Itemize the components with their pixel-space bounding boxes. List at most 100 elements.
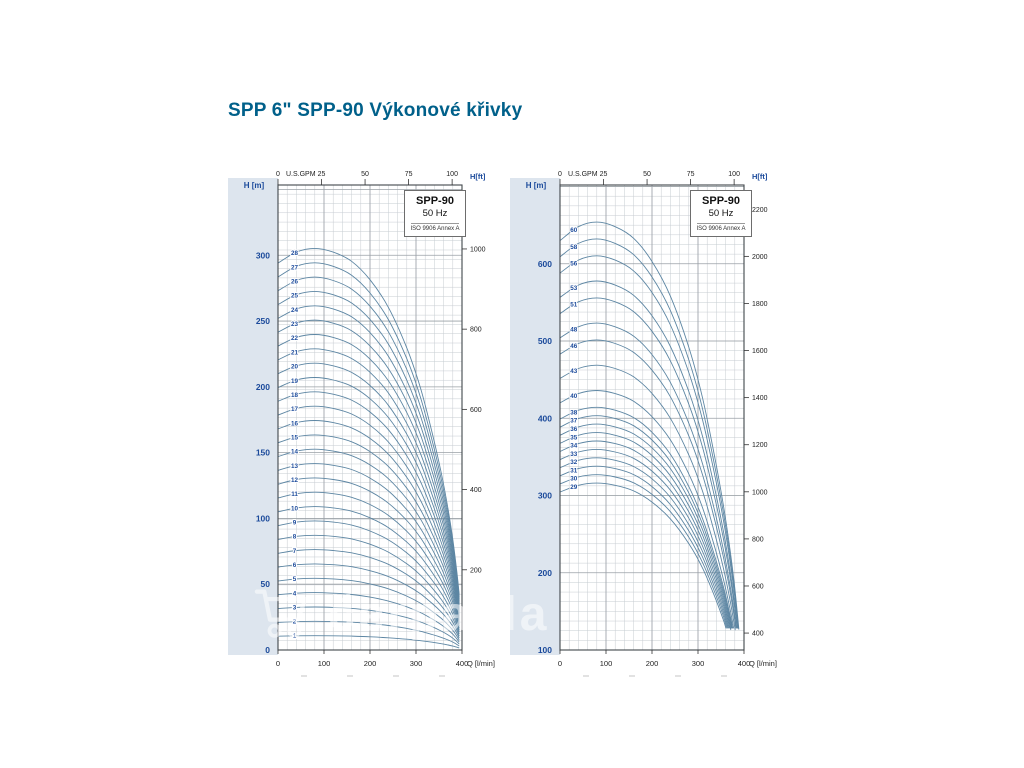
frequency-label: 50 Hz <box>422 208 448 219</box>
pump-curve <box>559 339 737 629</box>
bottom-tick-label: 0 <box>276 659 280 668</box>
bottom-tick-label: 100 <box>600 659 613 668</box>
left-tick-label: 500 <box>538 336 552 346</box>
right-tick-label: 600 <box>470 407 482 414</box>
curve-label: 22 <box>291 335 299 342</box>
pump-curve <box>277 405 460 617</box>
pump-curve <box>559 423 733 629</box>
pump-curve <box>559 482 727 629</box>
divider <box>697 223 745 224</box>
right-tick-label: 1600 <box>752 348 768 355</box>
curve-label: 60 <box>570 227 578 234</box>
pump-curve <box>277 534 460 635</box>
curve-label: 7 <box>293 548 297 555</box>
curve-label: 40 <box>570 393 578 400</box>
right-tick-label: 2000 <box>752 254 768 261</box>
pump-chart-right-container: 29 30 31 32 33 34 35 36 37 38 40 43 46 48 51 53 56 58 60 U.… <box>510 165 788 695</box>
pump-curve <box>277 491 460 629</box>
pump-model-label: SPP-90 <box>702 195 740 207</box>
pump-curve <box>277 334 460 607</box>
pump-chart-left-container: 1 2 3 4 5 6 7 8 9 10 11 12 13 14 15 16 17 18 19 20 21 22 23 24 2… <box>228 165 506 695</box>
bottom-tick-label: 200 <box>364 659 377 668</box>
curve-label: 26 <box>291 279 299 286</box>
right-tick-label: 1400 <box>752 395 768 402</box>
pump-curve <box>277 477 460 627</box>
pump-curve <box>277 391 460 615</box>
axis-band <box>228 178 278 655</box>
pump-curve <box>277 563 460 639</box>
axis-band <box>510 178 560 655</box>
bottom-tick-label: 300 <box>692 659 705 668</box>
top-tick-label: 100 <box>446 171 458 178</box>
pump-curve <box>277 276 460 599</box>
curve-label: 25 <box>291 293 299 300</box>
pump-curve <box>559 465 729 629</box>
curve-label: 58 <box>570 244 578 251</box>
curve-label: 14 <box>291 449 299 456</box>
curve-label: 36 <box>570 426 578 433</box>
right-axis-label: H[ft] <box>752 172 768 181</box>
curve-label: 35 <box>570 434 578 441</box>
left-tick-label: 250 <box>256 316 270 326</box>
curve-label: 31 <box>570 467 578 474</box>
top-tick-label: 0 <box>276 171 280 178</box>
pump-curve <box>277 506 460 631</box>
right-tick-label: 1000 <box>470 246 486 253</box>
curve-label: 53 <box>570 285 578 292</box>
curve-label: 5 <box>293 576 297 583</box>
curve-label: 48 <box>570 327 578 334</box>
curve-label: 6 <box>293 562 297 569</box>
left-tick-label: 0 <box>265 645 270 655</box>
pump-curve <box>277 463 460 625</box>
right-tick-label: 800 <box>752 536 764 543</box>
pump-curve <box>277 348 460 609</box>
pump-curve <box>277 319 460 605</box>
curve-label: 19 <box>291 378 299 385</box>
left-tick-label: 200 <box>256 382 270 392</box>
bottom-tick-label: 100 <box>318 659 331 668</box>
right-tick-label: 1000 <box>752 489 768 496</box>
curve-label: 12 <box>291 477 299 484</box>
right-tick-label: 1800 <box>752 301 768 308</box>
curve-label: 18 <box>291 392 299 399</box>
curve-label: 28 <box>291 250 299 257</box>
right-axis-label: H[ft] <box>470 172 486 181</box>
curve-label: 20 <box>291 364 299 371</box>
right-tick-label: 400 <box>470 487 482 494</box>
right-tick-label: 800 <box>470 327 482 334</box>
curve-label: 34 <box>570 443 578 450</box>
left-tick-label: 300 <box>256 250 270 260</box>
pump-curve <box>559 297 738 629</box>
curve-label: 15 <box>291 434 299 441</box>
curve-label: 11 <box>291 491 298 498</box>
pump-curve <box>559 221 740 630</box>
left-tick-label: 400 <box>538 413 552 423</box>
divider <box>411 223 459 224</box>
pump-curve <box>277 448 460 623</box>
curve-label: 24 <box>291 307 299 314</box>
pump-model-label: SPP-90 <box>416 195 454 207</box>
pump-curve <box>559 457 730 629</box>
pump-curve <box>277 420 460 619</box>
left-axis-label: H [m] <box>526 181 547 190</box>
right-tick-label: 400 <box>752 631 764 638</box>
curve-label: 43 <box>570 368 578 375</box>
pump-curve <box>277 635 460 649</box>
bottom-tick-label: 200 <box>646 659 659 668</box>
bottom-axis-label: Q [l/min] <box>467 659 495 668</box>
top-tick-label: 0 <box>558 171 562 178</box>
curve-label: 56 <box>570 260 578 267</box>
pump-curve <box>559 440 732 631</box>
pump-curve <box>559 322 737 629</box>
pump-curve <box>559 474 728 629</box>
top-tick-label: 75 <box>687 171 695 178</box>
pump-curve <box>559 238 739 629</box>
curve-label: 17 <box>291 406 299 413</box>
curve-label: 32 <box>570 459 578 466</box>
top-tick-label: 25 <box>318 171 326 178</box>
pump-chart-left: 1234567891011121314151617181920212223242… <box>228 171 495 677</box>
pump-curve <box>277 377 460 613</box>
pump-curve <box>559 390 735 629</box>
pump-curve <box>559 415 733 629</box>
